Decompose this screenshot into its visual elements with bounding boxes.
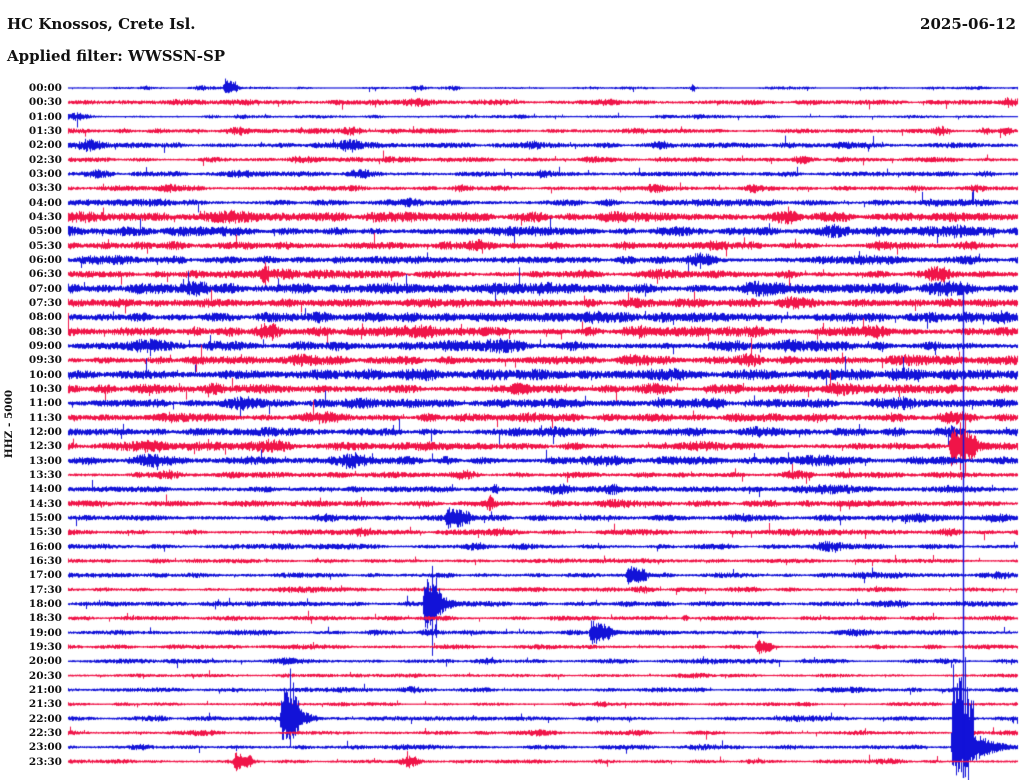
seismogram-trace-canvas <box>0 0 1024 780</box>
helicorder-page: HC Knossos, Crete Isl. 2025-06-12 Applie… <box>0 0 1024 780</box>
